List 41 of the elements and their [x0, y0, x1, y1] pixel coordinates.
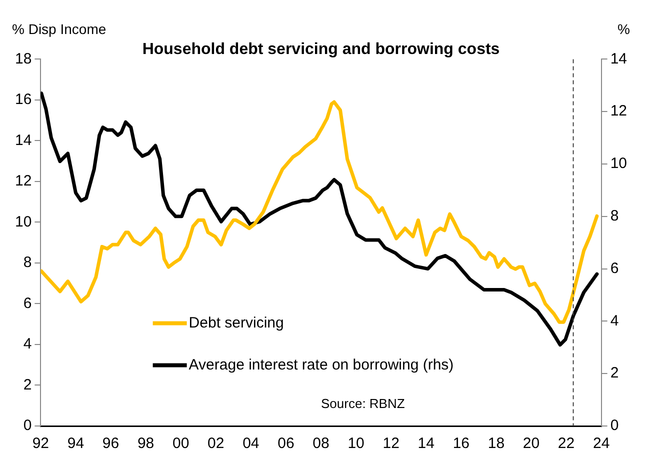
y2-tick-label: 0 [610, 417, 619, 434]
x-tick-label: 10 [348, 435, 364, 452]
x-tick-label: 00 [172, 435, 190, 452]
x-tick-label: 14 [418, 435, 434, 452]
x-tick-label: 04 [242, 435, 260, 452]
y-tick-label: 6 [23, 294, 32, 312]
y-tick-label: 4 [23, 336, 32, 353]
y-tick-label: 8 [23, 254, 32, 272]
x-tick-label: 96 [102, 435, 120, 452]
y2-tick-label: 10 [610, 155, 628, 172]
y2-tick-label: 6 [610, 260, 619, 277]
y-tick-label: 18 [14, 50, 32, 68]
y-tick-label: 14 [14, 132, 32, 149]
y2-tick-label: 2 [610, 364, 619, 382]
x-tick-label: 94 [67, 435, 84, 452]
y2-tick-label: 8 [610, 208, 619, 225]
x-tick-label: 06 [278, 435, 294, 452]
y-tick-label: 2 [23, 376, 32, 394]
y2-tick-label: 14 [610, 50, 628, 68]
x-tick-label: 02 [208, 435, 224, 452]
x-tick-label: 98 [137, 435, 154, 452]
y-tick-label: 0 [23, 417, 32, 434]
chart-title: Household debt servicing and borrowing costs [142, 41, 500, 58]
x-tick-label: 16 [452, 435, 470, 452]
y-tick-label: 12 [14, 172, 32, 190]
y2-tick-label: 4 [610, 312, 619, 330]
y2-axis-title: % [618, 21, 630, 38]
y-axis-title: % Disp Income [12, 21, 106, 38]
y-tick-label: 10 [14, 213, 32, 230]
annotation: Source: RBNZ [321, 396, 405, 411]
legend-label: Average interest rate on borrowing (rhs) [188, 356, 454, 374]
x-tick-label: 18 [488, 435, 505, 452]
x-tick-label: 12 [382, 435, 400, 452]
x-tick-label: 24 [592, 435, 610, 452]
y-tick-label: 16 [14, 91, 32, 108]
x-tick-label: 08 [312, 435, 330, 452]
y2-tick-label: 12 [610, 102, 628, 120]
x-tick-label: 20 [522, 435, 540, 452]
legend-label: Debt servicing [188, 314, 284, 332]
x-tick-label: 22 [558, 435, 575, 452]
x-tick-label: 92 [32, 435, 50, 452]
